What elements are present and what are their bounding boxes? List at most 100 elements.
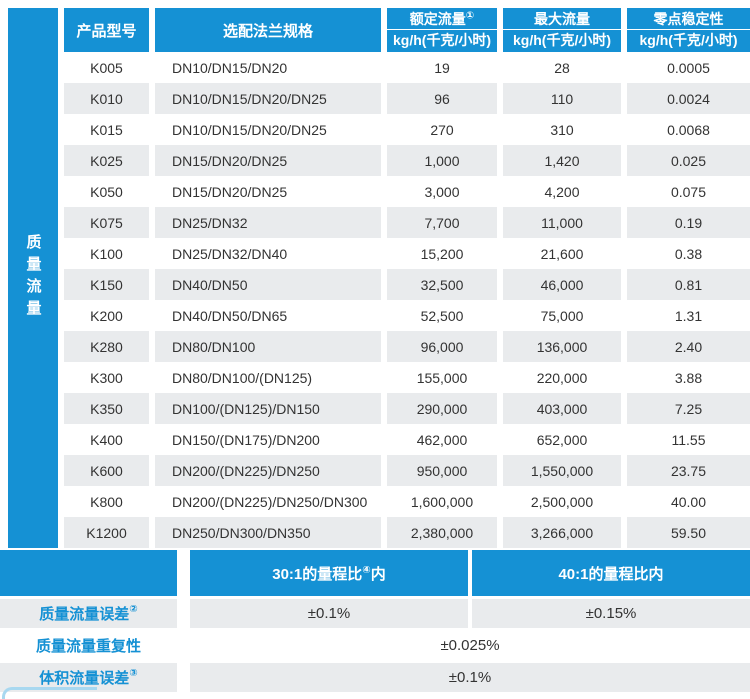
accuracy-value-cell: ±0.1% bbox=[190, 599, 468, 628]
max-flow-cell: 220,000 bbox=[503, 362, 621, 393]
model-cell: K200 bbox=[64, 300, 149, 331]
card-corner-decoration bbox=[2, 687, 97, 699]
rated-flow-cell: 19 bbox=[387, 52, 497, 83]
accuracy-header-row: 30:1的量程比④内 40:1的量程比内 bbox=[0, 550, 750, 596]
model-cell: K300 bbox=[64, 362, 149, 393]
rated-flow-cell: 462,000 bbox=[387, 424, 497, 455]
accuracy-row: 质量流量误差 ② ±0.1% ±0.15% bbox=[0, 599, 750, 628]
zero-stability-cell: 0.025 bbox=[627, 145, 750, 176]
max-flow-cell: 310 bbox=[503, 114, 621, 145]
range-30-1-header: 30:1的量程比④内 bbox=[190, 550, 468, 596]
model-cell: K010 bbox=[64, 83, 149, 114]
rated-flow-title: 额定流量① bbox=[387, 11, 497, 30]
max-flow-title: 最大流量 bbox=[503, 11, 621, 30]
zero-stability-cell: 59.50 bbox=[627, 517, 750, 548]
flange-cell: DN200/(DN225)/DN250 bbox=[155, 455, 381, 486]
flange-cell: DN15/DN20/DN25 bbox=[155, 176, 381, 207]
model-cell: K075 bbox=[64, 207, 149, 238]
accuracy-row: 体积流量误差 ③ ±0.1% bbox=[0, 663, 750, 692]
max-flow-cell: 1,420 bbox=[503, 145, 621, 176]
accuracy-value-cell: ±0.025% bbox=[190, 631, 750, 660]
model-cell: K600 bbox=[64, 455, 149, 486]
zero-stability-cell: 0.19 bbox=[627, 207, 750, 238]
column-header-zero-stability: 零点稳定性 kg/h(千克/小时) bbox=[627, 8, 750, 52]
rated-flow-cell: 270 bbox=[387, 114, 497, 145]
zero-stability-cell: 0.0005 bbox=[627, 52, 750, 83]
zero-stability-cell: 0.0068 bbox=[627, 114, 750, 145]
zero-stability-cell: 3.88 bbox=[627, 362, 750, 393]
max-flow-cell: 21,600 bbox=[503, 238, 621, 269]
rated-flow-cell: 96,000 bbox=[387, 331, 497, 362]
rated-flow-cell: 1,600,000 bbox=[387, 486, 497, 517]
max-flow-cell: 1,550,000 bbox=[503, 455, 621, 486]
max-flow-cell: 110 bbox=[503, 83, 621, 114]
model-cell: K015 bbox=[64, 114, 149, 145]
max-flow-cell: 11,000 bbox=[503, 207, 621, 238]
model-cell: K005 bbox=[64, 52, 149, 83]
accuracy-section: 30:1的量程比④内 40:1的量程比内 质量流量误差 ② ±0.1% ±0.15% 质… bbox=[0, 550, 750, 692]
zero-stability-cell: 7.25 bbox=[627, 393, 750, 424]
zero-stability-cell: 0.0024 bbox=[627, 83, 750, 114]
flange-cell: DN10/DN15/DN20 bbox=[155, 52, 381, 83]
accuracy-value-cell: ±0.1% bbox=[190, 663, 750, 692]
rated-flow-unit: kg/h(千克/小时) bbox=[393, 32, 491, 48]
zero-stability-cell: 1.31 bbox=[627, 300, 750, 331]
column-header-flange: 选配法兰规格 bbox=[155, 8, 381, 52]
max-flow-cell: 136,000 bbox=[503, 331, 621, 362]
zero-stability-cell: 2.40 bbox=[627, 331, 750, 362]
flange-cell: DN25/DN32/DN40 bbox=[155, 238, 381, 269]
model-cell: K050 bbox=[64, 176, 149, 207]
flange-cell: DN25/DN32 bbox=[155, 207, 381, 238]
column-header-max-flow: 最大流量 kg/h(千克/小时) bbox=[503, 8, 621, 52]
max-flow-cell: 2,500,000 bbox=[503, 486, 621, 517]
model-cell: K1200 bbox=[64, 517, 149, 548]
max-flow-cell: 403,000 bbox=[503, 393, 621, 424]
accuracy-row-label: 质量流量误差 ② bbox=[0, 599, 177, 628]
accuracy-row-label: 质量流量重复性 bbox=[0, 631, 177, 660]
rated-flow-cell: 1,000 bbox=[387, 145, 497, 176]
model-cell: K150 bbox=[64, 269, 149, 300]
zero-stability-unit: kg/h(千克/小时) bbox=[639, 32, 738, 48]
rated-flow-cell: 15,200 bbox=[387, 238, 497, 269]
flange-cell: DN100/(DN125)/DN150 bbox=[155, 393, 381, 424]
column-header-rated-flow: 额定流量① kg/h(千克/小时) bbox=[387, 8, 497, 52]
flow-spec-table: 质量流量 产品型号 选配法兰规格 额定流量① kg/h(千克/小时) 最大流量 … bbox=[8, 8, 750, 548]
zero-stability-cell: 23.75 bbox=[627, 455, 750, 486]
rated-flow-cell: 7,700 bbox=[387, 207, 497, 238]
zero-stability-cell: 0.075 bbox=[627, 176, 750, 207]
flange-cell: DN80/DN100/(DN125) bbox=[155, 362, 381, 393]
model-cell: K100 bbox=[64, 238, 149, 269]
rated-flow-cell: 32,500 bbox=[387, 269, 497, 300]
rated-flow-cell: 155,000 bbox=[387, 362, 497, 393]
zero-stability-title: 零点稳定性 bbox=[627, 11, 750, 30]
model-cell: K400 bbox=[64, 424, 149, 455]
category-sidebar: 质量流量 bbox=[8, 8, 58, 548]
flange-cell: DN10/DN15/DN20/DN25 bbox=[155, 83, 381, 114]
rated-flow-cell: 290,000 bbox=[387, 393, 497, 424]
accuracy-row: 质量流量重复性 ±0.025% bbox=[0, 631, 750, 660]
model-cell: K800 bbox=[64, 486, 149, 517]
flange-cell: DN10/DN15/DN20/DN25 bbox=[155, 114, 381, 145]
max-flow-cell: 28 bbox=[503, 52, 621, 83]
flange-cell: DN40/DN50 bbox=[155, 269, 381, 300]
rated-flow-cell: 950,000 bbox=[387, 455, 497, 486]
flange-cell: DN250/DN300/DN350 bbox=[155, 517, 381, 548]
rated-flow-cell: 52,500 bbox=[387, 300, 497, 331]
model-cell: K280 bbox=[64, 331, 149, 362]
flange-cell: DN40/DN50/DN65 bbox=[155, 300, 381, 331]
accuracy-value-cell: ±0.15% bbox=[472, 599, 750, 628]
max-flow-unit: kg/h(千克/小时) bbox=[513, 32, 611, 48]
max-flow-cell: 652,000 bbox=[503, 424, 621, 455]
zero-stability-cell: 40.00 bbox=[627, 486, 750, 517]
flange-cell: DN15/DN20/DN25 bbox=[155, 145, 381, 176]
footnote-1-marker: ① bbox=[465, 10, 475, 22]
flange-cell: DN200/(DN225)/DN250/DN300 bbox=[155, 486, 381, 517]
rated-flow-cell: 96 bbox=[387, 83, 497, 114]
rated-flow-cell: 2,380,000 bbox=[387, 517, 497, 548]
model-cell: K025 bbox=[64, 145, 149, 176]
column-header-model: 产品型号 bbox=[64, 8, 149, 52]
max-flow-cell: 75,000 bbox=[503, 300, 621, 331]
accuracy-header-spacer bbox=[0, 550, 177, 596]
zero-stability-cell: 0.38 bbox=[627, 238, 750, 269]
zero-stability-cell: 11.55 bbox=[627, 424, 750, 455]
